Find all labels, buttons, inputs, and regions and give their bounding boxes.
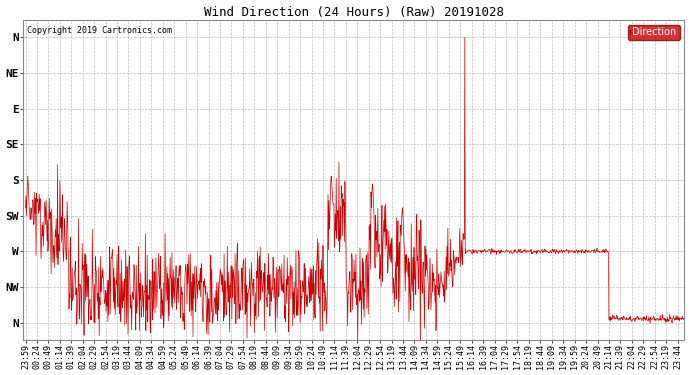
Text: Copyright 2019 Cartronics.com: Copyright 2019 Cartronics.com: [26, 26, 172, 35]
Legend: Direction: Direction: [628, 25, 680, 40]
Title: Wind Direction (24 Hours) (Raw) 20191028: Wind Direction (24 Hours) (Raw) 20191028: [204, 6, 504, 18]
